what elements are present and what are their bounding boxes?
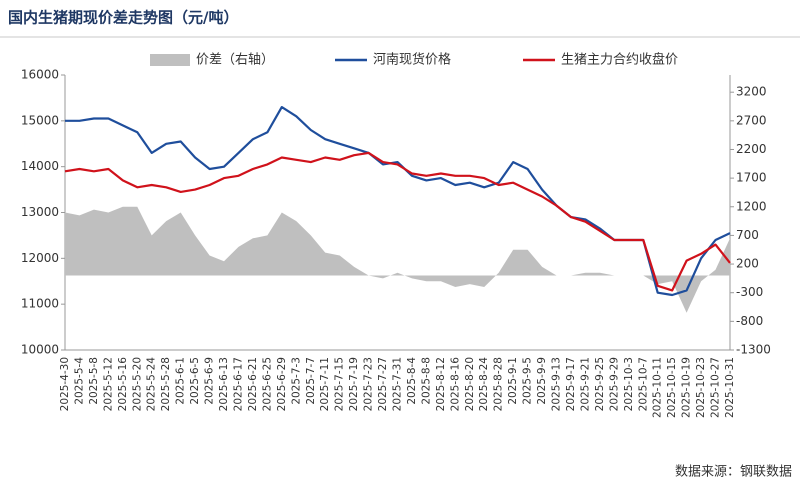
x-tick-label: 2025-8-12 xyxy=(435,357,447,411)
x-tick-label: 2025-9-13 xyxy=(551,357,563,411)
x-tick-label: 2025-7-19 xyxy=(348,357,360,411)
x-tick-label: 2025-9-9 xyxy=(536,357,548,405)
y-tick-label: 15000 xyxy=(21,113,59,127)
y-tick-label: 13000 xyxy=(21,205,59,219)
y2-tick-label: 2700 xyxy=(736,113,767,127)
x-tick-label: 2025-10-7 xyxy=(637,357,649,411)
x-tick-label: 2025-4-30 xyxy=(59,357,71,411)
y-tick-label: 11000 xyxy=(21,297,59,311)
x-tick-label: 2025-9-1 xyxy=(507,357,519,405)
x-tick-label: 2025-10-27 xyxy=(710,357,722,418)
chart-title: 国内生猪期现价差走势图（元/吨） xyxy=(8,9,238,27)
y-tick-label: 16000 xyxy=(21,68,59,82)
x-tick-label: 2025-9-29 xyxy=(608,357,620,411)
x-tick-label: 2025-6-21 xyxy=(247,357,259,411)
y2-tick-label: 1200 xyxy=(736,199,767,213)
source-note: 数据来源：钢联数据 xyxy=(675,465,792,480)
x-tick-label: 2025-5-16 xyxy=(117,357,129,412)
x-tick-label: 2025-8-20 xyxy=(464,357,476,411)
x-tick-label: 2025-9-21 xyxy=(579,357,591,411)
legend-swatch xyxy=(150,54,190,66)
legend-label: 生猪主力合约收盘价 xyxy=(561,52,678,68)
spread-area xyxy=(65,206,730,313)
y2-tick-label: -300 xyxy=(736,285,763,299)
x-tick-label: 2025-9-25 xyxy=(594,357,606,411)
x-tick-label: 2025-9-17 xyxy=(565,357,577,411)
x-tick-label: 2025-10-3 xyxy=(623,357,635,411)
x-tick-label: 2025-5-20 xyxy=(131,357,143,411)
x-tick-label: 2025-7-7 xyxy=(305,357,317,405)
y2-tick-label: 200 xyxy=(736,257,759,271)
y2-tick-label: -800 xyxy=(736,314,763,328)
y2-tick-label: 2200 xyxy=(736,142,767,156)
x-tick-label: 2025-5-24 xyxy=(146,357,158,412)
x-tick-label: 2025-8-24 xyxy=(478,357,490,412)
x-tick-label: 2025-6-17 xyxy=(232,357,244,411)
x-tick-label: 2025-10-31 xyxy=(724,357,736,418)
x-tick-label: 2025-5-8 xyxy=(88,357,100,405)
y-tick-label: 12000 xyxy=(21,251,59,265)
y-tick-label: 10000 xyxy=(21,343,59,357)
x-tick-label: 2025-5-28 xyxy=(160,357,172,411)
x-tick-label: 2025-7-3 xyxy=(290,357,302,405)
y2-tick-label: -1300 xyxy=(736,343,771,357)
x-tick-label: 2025-5-4 xyxy=(73,357,85,405)
x-tick-label: 2025-7-27 xyxy=(377,357,389,411)
y2-tick-label: 1700 xyxy=(736,171,767,185)
y2-tick-label: 700 xyxy=(736,228,759,242)
x-tick-label: 2025-6-29 xyxy=(276,357,288,411)
x-tick-label: 2025-8-16 xyxy=(449,357,461,412)
x-tick-label: 2025-8-28 xyxy=(493,357,505,411)
x-tick-label: 2025-5-12 xyxy=(102,357,114,411)
price-line xyxy=(64,151,731,292)
x-tick-label: 2025-10-15 xyxy=(666,357,678,418)
x-tick-label: 2025-6-9 xyxy=(204,357,216,405)
x-tick-label: 2025-10-23 xyxy=(695,357,707,418)
y2-tick-label: 3200 xyxy=(736,85,767,99)
x-tick-label: 2025-6-25 xyxy=(261,357,273,411)
x-tick-label: 2025-10-19 xyxy=(681,357,693,418)
x-tick-label: 2025-7-23 xyxy=(363,357,375,411)
x-tick-label: 2025-9-5 xyxy=(522,357,534,405)
x-tick-label: 2025-7-31 xyxy=(392,357,404,411)
x-tick-label: 2025-6-13 xyxy=(218,357,230,411)
legend-label: 价差（右轴） xyxy=(196,53,274,68)
x-tick-label: 2025-8-8 xyxy=(420,357,432,405)
x-tick-label: 2025-7-15 xyxy=(334,357,346,411)
x-tick-label: 2025-8-4 xyxy=(406,357,418,405)
x-tick-label: 2025-10-11 xyxy=(652,357,664,418)
legend-label: 河南现货价格 xyxy=(373,52,451,68)
x-tick-label: 2025-7-11 xyxy=(319,357,331,411)
y-tick-label: 14000 xyxy=(21,159,59,173)
x-tick-label: 2025-6-1 xyxy=(175,357,187,405)
x-tick-label: 2025-6-5 xyxy=(189,357,201,405)
